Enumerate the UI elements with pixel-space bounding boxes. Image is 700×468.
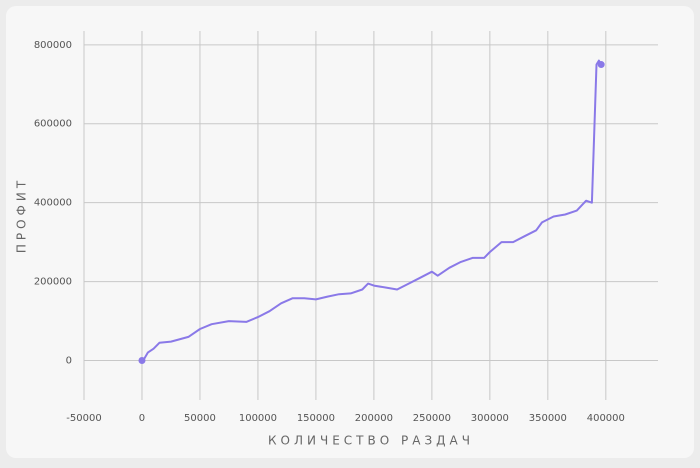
y-tick-label: 0 <box>66 356 72 367</box>
card <box>6 6 694 458</box>
end-marker <box>597 61 605 69</box>
x-tick-label: 250000 <box>413 413 451 424</box>
series-line <box>141 59 603 362</box>
x-tick-label: 200000 <box>355 413 393 424</box>
y-tick-label: 600000 <box>34 119 72 130</box>
x-tick-label: 300000 <box>471 413 509 424</box>
x-tick-label: 150000 <box>297 413 335 424</box>
x-tick-label: 350000 <box>529 413 567 424</box>
x-tick-label: 100000 <box>239 413 277 424</box>
y-tick-label: 400000 <box>34 198 72 209</box>
y-tick-label: 200000 <box>34 277 72 288</box>
x-tick-label: 0 <box>139 413 145 424</box>
y-axis-title: ПРОФИТ <box>15 177 29 253</box>
y-tick-label: 800000 <box>34 40 72 51</box>
end-marker <box>138 357 146 365</box>
x-axis-title: КОЛИЧЕСТВО РАЗДАЧ <box>268 434 474 448</box>
x-tick-label: 400000 <box>587 413 625 424</box>
x-tick-label: 50000 <box>184 413 216 424</box>
x-tick-label: -50000 <box>66 413 101 424</box>
